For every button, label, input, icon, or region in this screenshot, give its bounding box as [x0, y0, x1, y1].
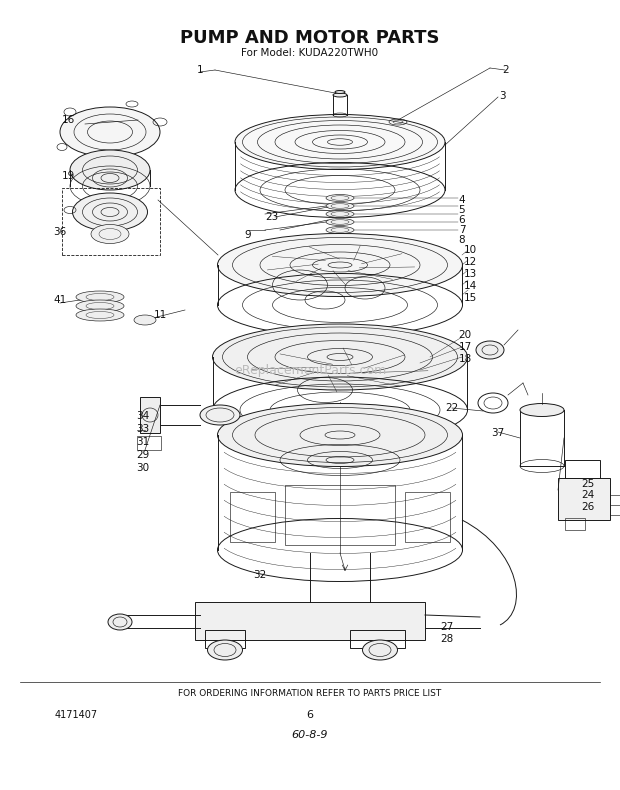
Text: For Model: KUDA220TWH0: For Model: KUDA220TWH0	[241, 48, 379, 58]
Bar	[205, 630, 245, 648]
Bar	[140, 397, 160, 433]
Text: 34: 34	[136, 411, 149, 421]
Text: 9: 9	[245, 230, 251, 240]
Ellipse shape	[520, 404, 564, 416]
Text: PUMP AND MOTOR PARTS: PUMP AND MOTOR PARTS	[180, 29, 440, 47]
Text: 20: 20	[458, 330, 472, 340]
Text: 36: 36	[53, 227, 66, 237]
Text: 3: 3	[498, 91, 505, 101]
Bar	[285, 485, 395, 545]
Text: 14: 14	[463, 281, 477, 291]
Bar	[558, 478, 610, 520]
Text: 30: 30	[136, 463, 149, 473]
Text: 16: 16	[61, 115, 74, 125]
Ellipse shape	[76, 309, 124, 321]
Ellipse shape	[476, 341, 504, 359]
Text: 24: 24	[582, 490, 595, 500]
Text: 6: 6	[459, 215, 466, 225]
Text: 10: 10	[463, 245, 477, 255]
Text: 23: 23	[265, 212, 278, 222]
Ellipse shape	[363, 640, 397, 660]
Text: 8: 8	[459, 235, 466, 245]
Text: 1: 1	[197, 65, 203, 75]
Ellipse shape	[213, 324, 467, 390]
Ellipse shape	[326, 202, 354, 209]
Text: 32: 32	[254, 570, 267, 580]
Text: 60-8-9: 60-8-9	[292, 730, 328, 740]
Ellipse shape	[200, 405, 240, 425]
Ellipse shape	[70, 150, 150, 190]
Text: 33: 33	[136, 424, 149, 434]
Text: eReplacementParts.com: eReplacementParts.com	[234, 363, 386, 377]
Text: 2: 2	[503, 65, 509, 75]
Ellipse shape	[208, 640, 242, 660]
Bar	[137, 436, 161, 450]
Text: 11: 11	[153, 310, 167, 320]
Text: 19: 19	[61, 171, 74, 181]
Ellipse shape	[91, 224, 129, 243]
Ellipse shape	[218, 234, 463, 296]
Text: 17: 17	[458, 342, 472, 352]
Text: 37: 37	[492, 428, 505, 438]
Ellipse shape	[235, 115, 445, 170]
Ellipse shape	[326, 219, 354, 225]
Text: 25: 25	[582, 479, 595, 489]
Bar	[565, 518, 585, 530]
Ellipse shape	[326, 227, 354, 234]
Text: 13: 13	[463, 269, 477, 279]
Text: 22: 22	[445, 403, 459, 413]
Bar	[195, 602, 425, 640]
Text: 41: 41	[53, 295, 66, 305]
Bar	[565, 460, 600, 478]
Text: 4171407: 4171407	[55, 710, 98, 720]
Text: 4: 4	[459, 195, 466, 205]
Text: 18: 18	[458, 354, 472, 364]
Ellipse shape	[76, 291, 124, 303]
Text: 27: 27	[440, 622, 454, 632]
Text: 29: 29	[136, 450, 149, 460]
Ellipse shape	[73, 193, 148, 231]
Text: 28: 28	[440, 634, 454, 644]
Bar	[62, 188, 160, 255]
Text: 5: 5	[459, 205, 466, 215]
Ellipse shape	[335, 91, 345, 93]
Bar	[350, 630, 405, 648]
Text: 12: 12	[463, 257, 477, 267]
Ellipse shape	[218, 404, 463, 467]
Ellipse shape	[326, 210, 354, 217]
Ellipse shape	[333, 93, 347, 97]
Text: FOR ORDERING INFORMATION REFER TO PARTS PRICE LIST: FOR ORDERING INFORMATION REFER TO PARTS …	[179, 689, 441, 698]
Text: 26: 26	[582, 502, 595, 512]
Ellipse shape	[108, 614, 132, 630]
Bar	[230, 492, 275, 542]
Text: 31: 31	[136, 437, 149, 447]
Text: 15: 15	[463, 293, 477, 303]
Bar	[405, 492, 450, 542]
Ellipse shape	[76, 300, 124, 312]
Ellipse shape	[60, 107, 160, 157]
Ellipse shape	[326, 194, 354, 201]
Ellipse shape	[134, 315, 156, 325]
Text: 6: 6	[306, 710, 314, 720]
Text: 7: 7	[459, 225, 466, 235]
